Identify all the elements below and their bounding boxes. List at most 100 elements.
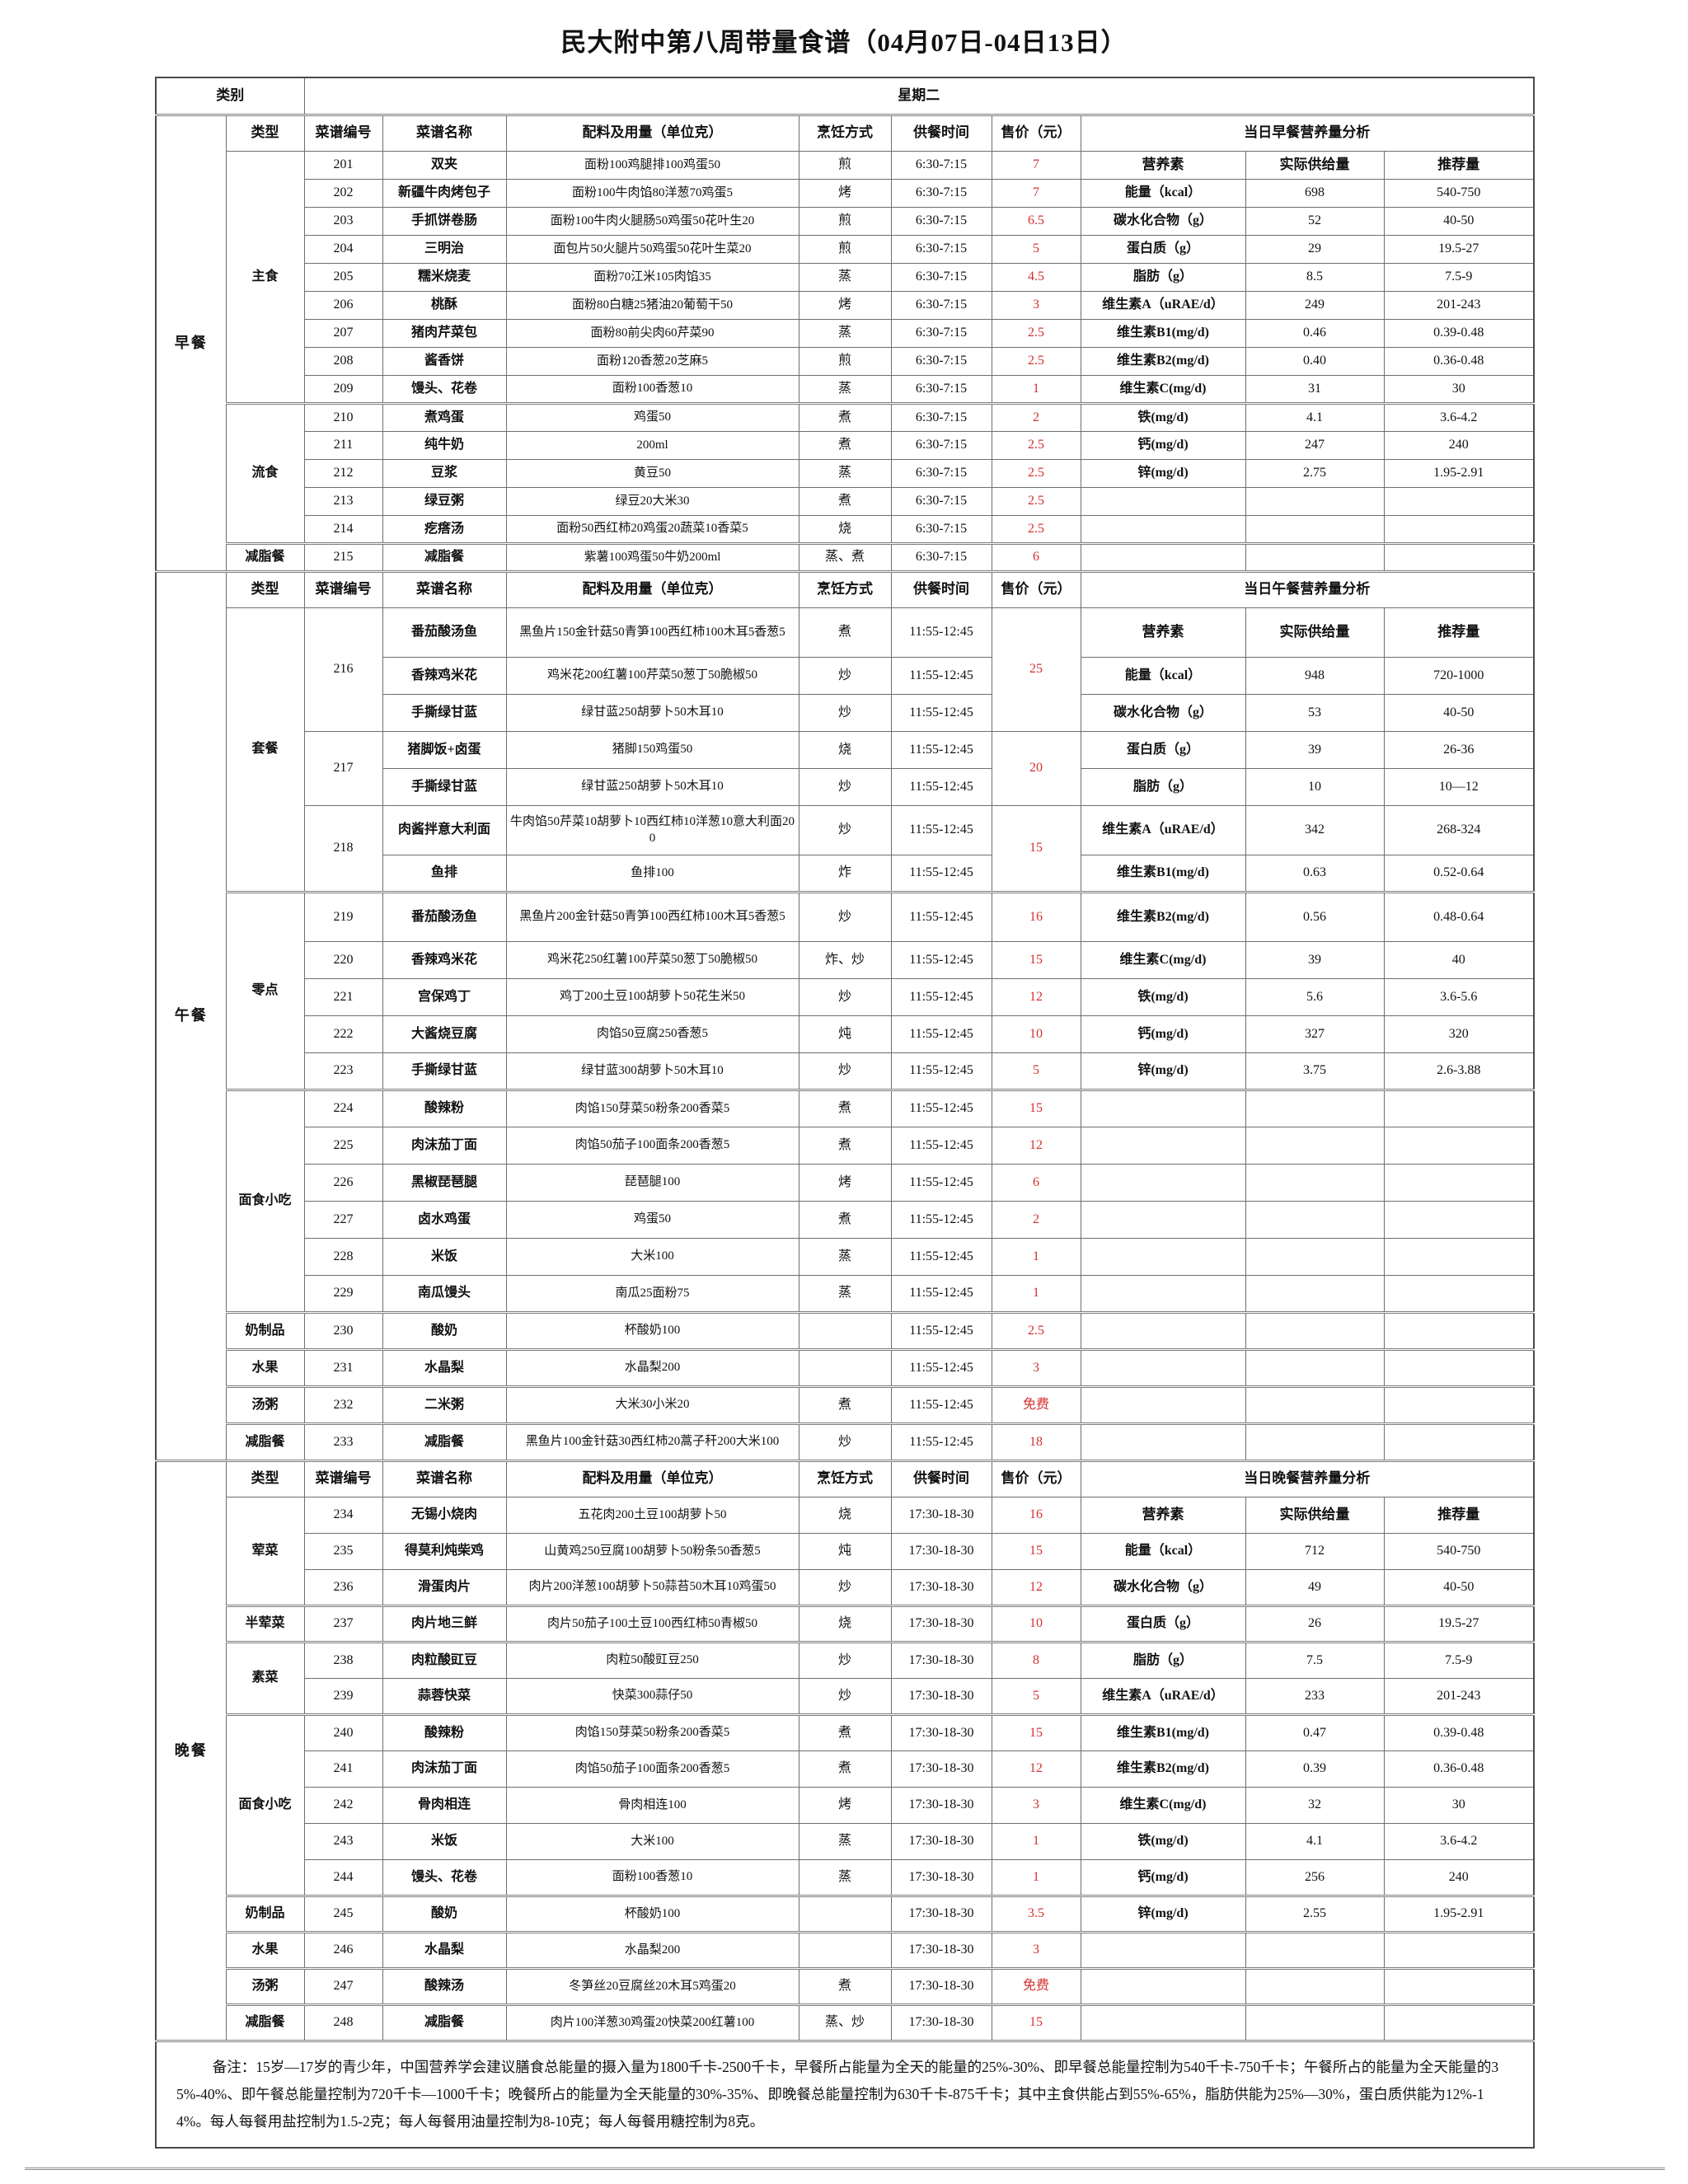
serving-time: 6:30-7:15 xyxy=(890,458,992,488)
dish-name: 桃酥 xyxy=(382,290,507,320)
nutrient-label xyxy=(1080,1422,1246,1461)
nutrient-actual: 7.5 xyxy=(1245,1640,1385,1679)
nutrient-actual: 249 xyxy=(1245,290,1385,320)
dish-name: 双夹 xyxy=(382,150,507,180)
dish-row: 香辣鸡米花 鸡米花200红薯100芹菜50葱丁50脆椒50 炒 11:55-12:45… xyxy=(156,656,1535,695)
price: 15 xyxy=(991,940,1081,979)
column-header: 菜谱名称 xyxy=(382,569,507,608)
nutrient-recommended: 19.5-27 xyxy=(1383,234,1535,264)
nutrient-actual xyxy=(1245,514,1385,544)
serving-time: 6:30-7:15 xyxy=(890,541,992,572)
type-label: 奶制品 xyxy=(225,1310,305,1350)
dish-row: 226 黑椒琵琶腿 琵琶腿100 烤 11:55-12:45 6 xyxy=(156,1163,1535,1202)
dish-number: 223 xyxy=(303,1052,383,1090)
column-header: 烹饪方式 xyxy=(798,113,892,152)
serving-time: 17:30-18-30 xyxy=(890,1750,992,1788)
serving-time: 11:55-12:45 xyxy=(890,854,992,893)
nutrient-label xyxy=(1080,1930,1246,1969)
ingredients: 面粉120香葱20芝麻5 xyxy=(505,346,799,376)
ingredients: 绿甘蓝250胡萝卜50木耳10 xyxy=(505,693,799,732)
nutrient-recommended: 0.39-0.48 xyxy=(1383,318,1535,348)
cooking-method: 炒 xyxy=(798,1640,892,1679)
nutrient-actual: 0.47 xyxy=(1245,1713,1385,1751)
serving-time: 11:55-12:45 xyxy=(890,804,992,855)
dish-number: 216 xyxy=(303,607,383,732)
nutrition-subheader: 营养素 xyxy=(1080,1496,1246,1534)
dish-name: 宫保鸡丁 xyxy=(382,977,507,1016)
nutrient-label: 铁(mg/d) xyxy=(1080,977,1246,1016)
price: 25 xyxy=(991,607,1081,732)
type-label: 汤粥 xyxy=(225,1966,305,2005)
dish-number: 232 xyxy=(303,1385,383,1424)
meal-label: 午餐 xyxy=(155,569,227,1461)
price: 6 xyxy=(991,541,1081,572)
note-row: 备注：15岁—17岁的青少年，中国营养学会建议膳食总能量的摄入量为1800千卡-… xyxy=(155,2039,1535,2149)
ingredients: 面粉100牛肉馅80洋葱70鸡蛋5 xyxy=(505,178,799,208)
nutrient-recommended: 0.36-0.48 xyxy=(1383,1750,1535,1788)
dish-name: 豆浆 xyxy=(382,458,507,488)
serving-time: 17:30-18-30 xyxy=(890,1496,992,1534)
dish-row: 206 桃酥 面粉80白糖25猪油20葡萄干50 烤 6:30-7:15 3 维生素A（uR… xyxy=(156,290,1535,320)
serving-time: 17:30-18-30 xyxy=(890,1894,992,1933)
nutrient-recommended: 10—12 xyxy=(1383,767,1535,806)
dish-name: 酸辣粉 xyxy=(382,1088,507,1127)
serving-time: 11:55-12:45 xyxy=(890,940,992,979)
price: 1 xyxy=(991,1822,1081,1860)
ingredients: 牛肉馅50芹菜10胡萝卜10西红柿10洋葱10意大利面200 xyxy=(505,804,799,855)
dish-number: 237 xyxy=(303,1604,383,1643)
serving-time: 11:55-12:45 xyxy=(890,1422,992,1461)
serving-time: 6:30-7:15 xyxy=(890,486,992,516)
nutrient-label: 维生素A（uRAE/d） xyxy=(1080,290,1246,320)
type-label: 减脂餐 xyxy=(225,2003,305,2041)
dish-row: 减脂餐 215 减脂餐 紫薯100鸡蛋50牛奶200ml 蒸、煮 6:30-7:15 6 xyxy=(156,541,1535,572)
type-label: 半荤菜 xyxy=(225,1604,305,1643)
ingredients: 面粉50西红柿20鸡蛋20蔬菜10香菜5 xyxy=(505,514,799,544)
dish-number: 233 xyxy=(303,1422,383,1461)
cooking-method: 煮 xyxy=(798,607,892,658)
menu-table: 类别 星期二 早餐 类型 菜谱编号 菜谱名称 配料及用量（单位克） 烹饪方式 供餐时间 售价（… xyxy=(155,77,1535,2149)
dish-name: 黑椒琵琶腿 xyxy=(382,1163,507,1202)
dish-number: 248 xyxy=(303,2003,383,2041)
price: 3 xyxy=(991,290,1081,320)
dish-row: 主食 201 双夹 面粉100鸡腿排100鸡蛋50 煎 6:30-7:15 7 营养素 实际供给… xyxy=(156,150,1535,404)
type-label: 面食小吃 xyxy=(225,1713,305,1896)
dish-row: 手撕绿甘蓝 绿甘蓝250胡萝卜50木耳10 炒 11:55-12:45 脂肪（g） 10 1… xyxy=(156,767,1535,806)
nutrient-label: 锌(mg/d) xyxy=(1080,1894,1246,1933)
cooking-method: 煮 xyxy=(798,1088,892,1127)
dish-name: 手撕绿甘蓝 xyxy=(382,693,507,732)
ingredients: 快菜300蒜仔50 xyxy=(505,1677,799,1715)
nutrient-actual: 0.63 xyxy=(1245,854,1385,893)
dish-name: 手抓饼卷肠 xyxy=(382,206,507,236)
nutrient-actual xyxy=(1245,486,1385,516)
dish-row: 229 南瓜馒头 南瓜25面粉75 蒸 11:55-12:45 1 xyxy=(156,1274,1535,1313)
dish-row: 零点 219 番茄酸汤鱼 黑鱼片200金针菇50青笋100西红柿100木耳5香葱5 炒 1… xyxy=(156,890,1535,1090)
dish-row: 奶制品 245 酸奶 杯酸奶100 17:30-18-30 3.5 锌(mg/d) 2.55 1… xyxy=(156,1894,1535,1933)
column-header: 烹饪方式 xyxy=(798,1459,892,1497)
cooking-method: 炒 xyxy=(798,1677,892,1715)
column-header: 配料及用量（单位克） xyxy=(505,1459,799,1497)
price: 15 xyxy=(991,1088,1081,1127)
serving-time: 11:55-12:45 xyxy=(890,890,992,942)
dish-row: 面食小吃 240 酸辣粉 肉馅150芽菜50粉条200香菜5 煮 17:30-18-30 1… xyxy=(156,1713,1535,1896)
dish-row: 减脂餐 233 减脂餐 黑鱼片100金针菇30西红柿20蒿子秆200大米100 炒 11:… xyxy=(156,1422,1535,1461)
serving-time: 17:30-18-30 xyxy=(890,1640,992,1679)
dish-name: 鱼排 xyxy=(382,854,507,893)
nutrient-label: 维生素B1(mg/d) xyxy=(1080,1713,1246,1751)
dish-row: 214 疙瘩汤 面粉50西红柿20鸡蛋20蔬菜10香菜5 烧 6:30-7:15 2.5 xyxy=(156,514,1535,544)
nutrient-label xyxy=(1080,1347,1246,1387)
dish-row: 227 卤水鸡蛋 鸡蛋50 煮 11:55-12:45 2 xyxy=(156,1200,1535,1239)
dish-name: 香辣鸡米花 xyxy=(382,940,507,979)
column-header: 类型 xyxy=(225,113,305,152)
cooking-method: 炒 xyxy=(798,1568,892,1606)
nutrient-recommended xyxy=(1383,1163,1535,1202)
nutrient-actual xyxy=(1245,1088,1385,1127)
dish-number: 212 xyxy=(303,458,383,488)
nutrient-actual: 32 xyxy=(1245,1786,1385,1824)
serving-time: 17:30-18-30 xyxy=(890,1532,992,1570)
nutrient-actual xyxy=(1245,1310,1385,1350)
price: 12 xyxy=(991,1568,1081,1606)
serving-time: 6:30-7:15 xyxy=(890,401,992,432)
ingredients: 肉片200洋葱100胡萝卜50蒜苔50木耳10鸡蛋50 xyxy=(505,1568,799,1606)
serving-time: 17:30-18-30 xyxy=(890,1822,992,1860)
nutrient-actual: 0.46 xyxy=(1245,318,1385,348)
